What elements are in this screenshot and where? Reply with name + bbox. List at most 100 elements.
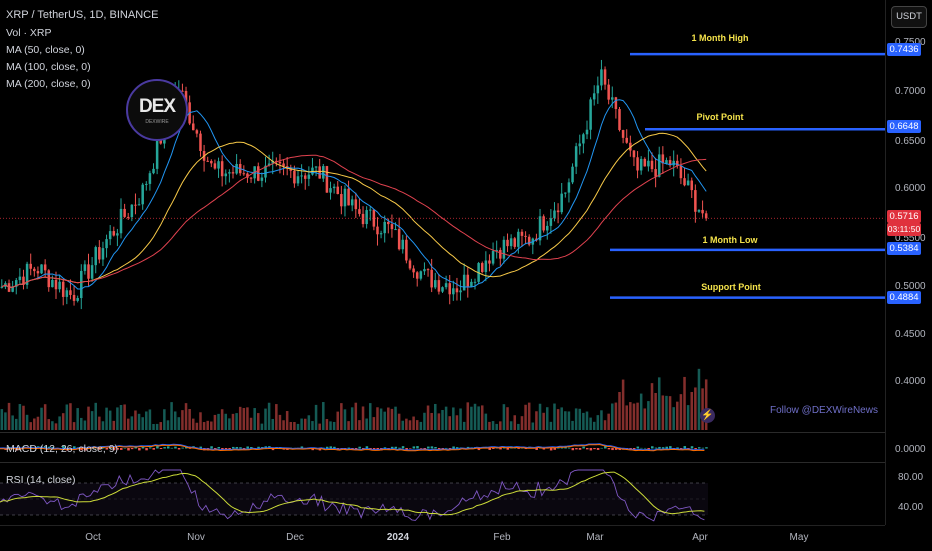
volume-bar <box>191 418 195 430</box>
macd-histogram-bar <box>221 448 224 451</box>
macd-histogram-bar <box>325 446 329 449</box>
candle-body <box>184 91 188 103</box>
macd-histogram-bar <box>246 446 249 449</box>
moving-averages <box>0 99 885 290</box>
price-tick: 0.7500 <box>895 37 926 48</box>
volume-bar <box>596 415 600 430</box>
ma50-indicator-label[interactable]: MA (50, close, 0) <box>6 44 85 56</box>
volume-bar <box>105 407 108 430</box>
volume-bar <box>390 408 394 430</box>
macd-label[interactable]: MACD (12, 26, close, 9) <box>6 443 119 455</box>
volume-bar <box>415 420 419 430</box>
candle-body <box>217 161 220 169</box>
support-point-tag: 0.4884 <box>887 291 921 304</box>
volume-bar <box>347 421 350 430</box>
candle-body <box>434 280 437 288</box>
volume-bar <box>520 416 524 430</box>
candle-body <box>621 130 625 138</box>
macd-histogram-bar <box>340 448 343 449</box>
candle-body <box>61 281 65 297</box>
volume-bar <box>600 410 603 430</box>
macd-histogram-bar <box>159 448 163 450</box>
ma200-indicator-label[interactable]: MA (200, close, 0) <box>6 78 91 90</box>
candle-body <box>556 210 560 213</box>
volume-bar <box>325 419 329 430</box>
volume-bar <box>141 417 144 430</box>
macd-histogram-bar <box>445 447 448 449</box>
candle-body <box>704 213 708 219</box>
candle-body <box>643 158 647 167</box>
macd-histogram-bar <box>365 446 369 449</box>
volume-bar <box>426 405 430 430</box>
pane-separator[interactable] <box>0 432 885 433</box>
candle-body <box>289 168 293 171</box>
candle-body <box>412 268 415 273</box>
volume-bar <box>350 407 354 430</box>
volume-bar <box>571 420 574 430</box>
macd-histogram-bar <box>506 448 510 450</box>
candle-body <box>387 221 390 225</box>
volume-bar <box>694 387 697 430</box>
macd-histogram-bar <box>560 447 564 449</box>
macd-pane <box>0 443 708 452</box>
volume-bar <box>108 410 112 430</box>
macd-histogram-bar <box>683 446 687 449</box>
candle-body <box>553 210 556 219</box>
rsi-axis-value: 40.00 <box>898 502 924 513</box>
volume-bar <box>61 413 65 430</box>
volume-bar <box>545 407 549 430</box>
candle-body <box>542 216 545 231</box>
volume-bar <box>145 411 148 430</box>
candle-body <box>119 208 123 234</box>
ma100-indicator-label[interactable]: MA (100, close, 0) <box>6 61 91 73</box>
rsi-label[interactable]: RSI (14, close) <box>6 474 76 486</box>
time-axis[interactable]: Oct Nov Dec 2024 Feb Mar Apr May <box>0 525 885 551</box>
candle-body <box>54 279 58 290</box>
pane-separator[interactable] <box>0 462 885 463</box>
volume-bar <box>235 413 238 430</box>
volume-bar <box>466 402 470 430</box>
macd-histogram-bar <box>669 446 672 449</box>
lightning-icon[interactable]: ⚡ <box>700 408 715 423</box>
volume-bar <box>679 394 683 430</box>
price-axis[interactable] <box>885 0 932 525</box>
candle-body <box>397 229 401 250</box>
candle-body <box>426 269 430 271</box>
logo-subtext: DEXWIRE <box>145 119 169 125</box>
candle-body <box>329 188 332 193</box>
candle-body <box>466 274 470 287</box>
macd-histogram-bar <box>80 448 83 451</box>
macd-histogram-bar <box>383 447 387 449</box>
candle-body <box>134 204 137 206</box>
candle-body <box>520 231 524 236</box>
volume-bar <box>358 420 361 430</box>
price-chart[interactable] <box>0 0 885 525</box>
candle-body <box>340 194 343 207</box>
volume-indicator-label[interactable]: Vol · XRP <box>6 27 52 39</box>
volume-bar <box>495 423 498 430</box>
candle-body <box>470 281 473 287</box>
candle-body <box>206 160 209 162</box>
volume-bar <box>155 423 159 430</box>
candle-body <box>318 166 321 179</box>
candle-body <box>683 178 686 186</box>
macd-histogram-bar <box>593 448 596 450</box>
volume-bar <box>686 405 690 430</box>
volume-bar <box>480 405 484 430</box>
macd-histogram-bar <box>405 448 408 451</box>
macd-histogram-bar <box>614 448 618 450</box>
macd-histogram-bar <box>455 447 459 449</box>
macd-histogram-bar <box>250 447 253 449</box>
volume-bar <box>22 405 25 430</box>
macd-histogram-bar <box>138 448 141 451</box>
volume-bar <box>51 421 54 430</box>
volume-bar <box>368 403 372 430</box>
macd-histogram-bar <box>105 448 109 450</box>
macd-histogram-bar <box>148 447 152 449</box>
macd-histogram-bar <box>408 448 412 449</box>
candle-body <box>224 173 228 177</box>
currency-unit-button[interactable]: USDT <box>891 6 927 28</box>
volume-bar <box>535 411 538 430</box>
volume-bar <box>134 410 137 430</box>
candle-body <box>296 176 300 184</box>
